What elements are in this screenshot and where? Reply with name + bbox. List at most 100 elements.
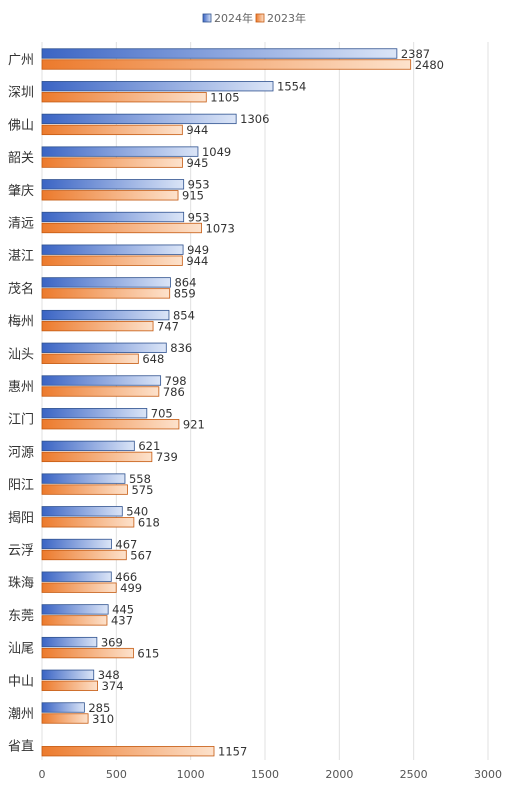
data-label: 437: [111, 614, 133, 628]
data-label: 310: [92, 712, 114, 726]
bar: [41, 473, 126, 484]
bar: [41, 211, 185, 223]
bar: [41, 320, 154, 332]
x-tick-label: 0: [39, 768, 46, 781]
data-label: 944: [186, 123, 208, 137]
bar: [41, 582, 117, 593]
bar: [41, 255, 183, 266]
data-label: 2480: [415, 58, 444, 72]
category-label: 省直: [8, 740, 34, 755]
category-label: 潮州: [8, 707, 34, 722]
bar: [41, 244, 184, 255]
data-label: 348: [98, 668, 120, 682]
data-label: 798: [165, 374, 187, 388]
bar: [41, 647, 134, 659]
x-tick-label: 1500: [251, 768, 279, 781]
bar: [41, 309, 170, 321]
data-label: 854: [173, 308, 195, 322]
data-label: 2387: [401, 47, 430, 61]
data-label: 540: [126, 505, 148, 519]
bar: [41, 604, 109, 615]
data-label: 621: [138, 439, 160, 453]
bar: [41, 222, 202, 234]
data-label: 558: [129, 472, 151, 486]
data-label: 1049: [202, 145, 231, 159]
bar: [41, 277, 171, 288]
data-label: 944: [186, 254, 208, 268]
category-label: 中山: [8, 674, 34, 689]
bar: [41, 746, 215, 757]
data-label: 921: [183, 417, 205, 431]
data-label: 499: [120, 581, 142, 595]
data-label: 374: [102, 679, 124, 693]
bar: [41, 440, 135, 452]
bar: [41, 342, 167, 353]
data-label: 859: [174, 287, 196, 301]
bar: [41, 419, 180, 430]
bar: [41, 702, 85, 713]
bar: [41, 59, 412, 70]
category-label: 梅州: [8, 315, 34, 330]
category-label: 汕尾: [8, 642, 34, 657]
category-label: 韶关: [8, 150, 34, 166]
data-label: 953: [188, 210, 210, 224]
bar: [41, 506, 123, 517]
x-tick-label: 1000: [177, 768, 205, 781]
data-label: 567: [130, 548, 152, 562]
bar: [41, 353, 139, 364]
x-tick-label: 500: [106, 768, 127, 781]
bar: [41, 190, 179, 201]
data-label: 836: [170, 341, 192, 355]
bar: [41, 179, 185, 190]
category-label: 深圳: [8, 86, 34, 101]
data-label: 953: [188, 178, 210, 192]
bar: [41, 408, 148, 419]
data-label: 466: [115, 570, 137, 584]
bar: [41, 48, 398, 59]
category-label: 阳江: [8, 478, 34, 493]
legend-label: 2024年: [214, 11, 253, 25]
data-label: 1554: [277, 79, 306, 93]
category-label: 肇庆: [8, 184, 34, 199]
bar: [41, 538, 112, 550]
bars: [41, 48, 412, 757]
bar: [41, 81, 274, 92]
bar: [41, 386, 160, 397]
bar: [41, 713, 89, 724]
category-label: 云浮: [8, 544, 34, 559]
category-label: 佛山: [8, 118, 34, 133]
category-label: 汕头: [8, 347, 34, 362]
data-label: 747: [157, 319, 179, 333]
data-label: 864: [174, 276, 196, 290]
bar: [41, 636, 98, 648]
bar: [41, 484, 128, 495]
data-label: 648: [142, 352, 164, 366]
data-label: 1306: [240, 112, 269, 126]
bar: [41, 549, 127, 561]
x-tick-label: 2000: [325, 768, 353, 781]
legend-label: 2023年: [267, 11, 306, 25]
data-label: 575: [131, 483, 153, 497]
bar: [41, 615, 108, 626]
category-label: 河源: [8, 445, 34, 460]
category-label: 广州: [8, 53, 34, 68]
category-label: 揭阳: [8, 511, 34, 526]
data-label: 285: [88, 701, 110, 715]
data-label: 369: [101, 635, 123, 649]
category-label: 惠州: [8, 380, 34, 395]
legend: 2024年 2023年: [202, 11, 306, 25]
data-label: 467: [115, 537, 137, 551]
data-label: 1073: [206, 221, 235, 235]
bar: [41, 517, 135, 528]
bar: [41, 124, 183, 136]
data-label: 786: [163, 385, 185, 399]
category-label: 清远: [8, 217, 34, 232]
bar: [41, 680, 99, 691]
category-label: 江门: [8, 413, 34, 428]
bar: [41, 571, 112, 582]
bar: [41, 157, 183, 168]
category-label: 茂名: [8, 281, 34, 297]
